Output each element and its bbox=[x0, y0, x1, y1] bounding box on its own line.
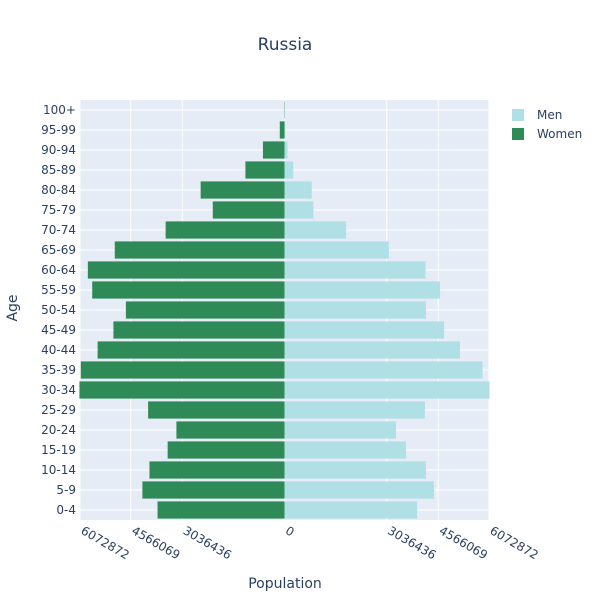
y-tick-label: 60-64 bbox=[41, 263, 76, 277]
bar-men-60-64 bbox=[284, 261, 426, 279]
bar-women-10-14 bbox=[149, 461, 285, 479]
y-tick-label: 25-29 bbox=[41, 403, 76, 417]
legend-label-women[interactable]: Women bbox=[537, 127, 582, 141]
chart-title: Russia bbox=[258, 35, 313, 55]
bar-men-90-94 bbox=[284, 141, 288, 159]
bar-men-70-74 bbox=[284, 221, 347, 239]
bar-women-5-9 bbox=[142, 481, 285, 499]
y-tick-label: 95-99 bbox=[41, 123, 76, 137]
bar-women-20-24 bbox=[176, 421, 285, 439]
y-tick-label: 20-24 bbox=[41, 423, 76, 437]
y-axis-title: Age bbox=[5, 294, 21, 321]
bar-women-50-54 bbox=[125, 301, 285, 319]
bar-men-65-69 bbox=[284, 241, 389, 259]
y-tick-label: 90-94 bbox=[41, 143, 76, 157]
bar-women-85-89 bbox=[245, 161, 285, 179]
bar-women-90-94 bbox=[262, 141, 285, 159]
bar-men-20-24 bbox=[284, 421, 396, 439]
bar-men-0-4 bbox=[284, 501, 418, 519]
bar-men-45-49 bbox=[284, 321, 445, 339]
y-tick-label: 15-19 bbox=[41, 443, 76, 457]
y-tick-label: 100+ bbox=[43, 103, 76, 117]
bar-women-15-19 bbox=[167, 441, 285, 459]
y-tick-label: 75-79 bbox=[41, 203, 76, 217]
bar-men-50-54 bbox=[284, 301, 426, 319]
bar-men-85-89 bbox=[284, 161, 294, 179]
bar-women-30-34 bbox=[79, 381, 285, 399]
bar-men-35-39 bbox=[284, 361, 483, 379]
y-tick-label: 5-9 bbox=[56, 483, 76, 497]
bar-women-25-29 bbox=[148, 401, 285, 419]
bar-women-0-4 bbox=[157, 501, 285, 519]
y-tick-label: 0-4 bbox=[56, 503, 76, 517]
y-tick-label: 35-39 bbox=[41, 363, 76, 377]
bar-men-95-99 bbox=[284, 121, 286, 139]
y-tick-label: 70-74 bbox=[41, 223, 76, 237]
y-tick-label: 40-44 bbox=[41, 343, 76, 357]
bar-women-60-64 bbox=[87, 261, 285, 279]
bar-men-75-79 bbox=[284, 201, 314, 219]
bar-women-80-84 bbox=[200, 181, 285, 199]
legend-swatch-women[interactable] bbox=[512, 128, 524, 140]
bar-women-65-69 bbox=[114, 241, 285, 259]
bar-women-95-99 bbox=[279, 121, 285, 139]
bar-men-5-9 bbox=[284, 481, 435, 499]
y-tick-labels: 0-4 5-9 10-14 15-19 20-24 25-29 30-34 35-39 40-4… bbox=[41, 103, 76, 517]
bar-women-35-39 bbox=[80, 361, 285, 379]
legend: Men Women bbox=[512, 108, 582, 141]
y-tick-label: 80-84 bbox=[41, 183, 76, 197]
y-tick-label: 85-89 bbox=[41, 163, 76, 177]
bar-women-45-49 bbox=[113, 321, 285, 339]
bar-men-40-44 bbox=[284, 341, 460, 359]
bar-men-25-29 bbox=[284, 401, 425, 419]
y-tick-label: 50-54 bbox=[41, 303, 76, 317]
bar-women-40-44 bbox=[97, 341, 285, 359]
y-tick-label: 65-69 bbox=[41, 243, 76, 257]
bar-men-10-14 bbox=[284, 461, 426, 479]
legend-label-men[interactable]: Men bbox=[537, 108, 562, 122]
bar-men-55-59 bbox=[284, 281, 441, 299]
bar-men-15-19 bbox=[284, 441, 407, 459]
bar-women-75-79 bbox=[212, 201, 285, 219]
y-tick-label: 30-34 bbox=[41, 383, 76, 397]
bar-women-55-59 bbox=[92, 281, 285, 299]
legend-swatch-men[interactable] bbox=[512, 109, 524, 121]
y-tick-label: 55-59 bbox=[41, 283, 76, 297]
y-tick-label: 10-14 bbox=[41, 463, 76, 477]
bar-men-30-34 bbox=[284, 381, 490, 399]
bar-men-80-84 bbox=[284, 181, 312, 199]
bars bbox=[79, 101, 490, 519]
bar-women-70-74 bbox=[165, 221, 285, 239]
y-tick-label: 45-49 bbox=[41, 323, 76, 337]
x-axis-title: Population bbox=[248, 576, 322, 592]
